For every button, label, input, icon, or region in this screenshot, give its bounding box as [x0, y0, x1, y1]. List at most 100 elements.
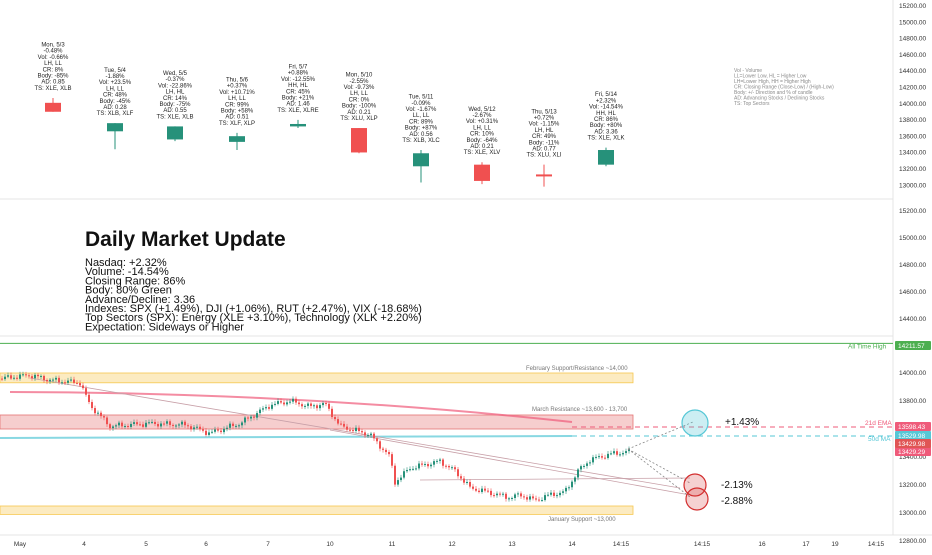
- daily-note-line: TS: XLU, XLI: [526, 153, 561, 159]
- time-tick-label: 5: [144, 541, 148, 548]
- daily-note-line: +0.88%: [288, 71, 309, 77]
- intraday-body: [550, 492, 552, 495]
- daily-note-line: -0.37%: [165, 77, 185, 83]
- intraday-body: [400, 477, 402, 481]
- price-tick-label: 14800.00: [899, 36, 926, 43]
- daily-note-line: Thu, 5/13: [531, 109, 557, 115]
- intraday-body: [433, 461, 435, 465]
- daily-note-line: Body: +21%: [282, 96, 315, 102]
- intraday-body: [487, 490, 489, 492]
- intraday-body: [142, 424, 144, 427]
- price-tag: [895, 447, 931, 456]
- price-tick-label: 13200.00: [899, 482, 926, 489]
- intraday-body: [334, 417, 336, 420]
- legend-line: Body: +/- Direction and % of candle: [734, 90, 813, 96]
- intraday-body: [343, 423, 345, 427]
- ema-21-line: [9, 391, 573, 423]
- daily-note-line: LH, HL: [535, 128, 554, 134]
- intraday-body: [37, 374, 39, 377]
- intraday-body: [271, 404, 273, 409]
- time-tick-label: 12: [448, 541, 456, 548]
- daily-note-line: Vol: -1.67%: [406, 107, 437, 113]
- ema-21-label: 21d EMA: [865, 420, 892, 427]
- daily-note-line: TS: XLF, XLP: [219, 121, 255, 127]
- intraday-candles: [1, 371, 630, 502]
- daily-note-line: TS: XLE, XLRE: [277, 108, 318, 114]
- daily-note-line: TS: XLE, XLK: [587, 136, 624, 142]
- intraday-body: [412, 468, 414, 470]
- daily-note-line: Fri, 5/14: [595, 92, 618, 98]
- intraday-body: [253, 416, 255, 418]
- intraday-body: [238, 425, 240, 427]
- intraday-body: [502, 493, 504, 495]
- intraday-body: [319, 405, 321, 409]
- intraday-body: [178, 424, 180, 426]
- intraday-body: [391, 454, 393, 466]
- daily-note-line: TS: XLB, XLC: [402, 138, 440, 144]
- intraday-body: [457, 469, 459, 477]
- intraday-body: [532, 496, 534, 499]
- price-tag-text: 13529.98: [898, 433, 925, 440]
- daily-note-line: Body: +58%: [221, 109, 254, 115]
- intraday-body: [394, 465, 396, 485]
- scenario-down-2-marker: [685, 487, 709, 511]
- daily-note-line: AD: 0.56: [409, 132, 433, 138]
- daily-note-line: -2.67%: [472, 113, 492, 119]
- intraday-body: [322, 403, 324, 406]
- intraday-body: [397, 480, 399, 485]
- daily-candle-body: [536, 174, 552, 177]
- daily-note-line: CR: 49%: [532, 134, 557, 140]
- intraday-body: [409, 469, 411, 471]
- intraday-body: [526, 497, 528, 500]
- daily-candle-body: [598, 150, 614, 165]
- daily-note-line: Body: -64%: [466, 138, 498, 144]
- intraday-body: [223, 428, 225, 433]
- intraday-body: [520, 493, 522, 497]
- price-tag-text: 13429.29: [898, 449, 925, 456]
- intraday-body: [358, 427, 360, 432]
- intraday-body: [514, 494, 516, 498]
- daily-note-line: AD: 0.21: [470, 144, 494, 150]
- intraday-body: [535, 498, 537, 500]
- daily-note-line: Body: +87%: [405, 126, 438, 132]
- intraday-body: [277, 401, 279, 404]
- time-tick-label: 7: [266, 541, 270, 548]
- intraday-body: [265, 407, 267, 409]
- daily-candle-body: [290, 123, 306, 127]
- intraday-body: [187, 425, 189, 427]
- time-tick-label: 19: [831, 541, 839, 548]
- intraday-body: [625, 451, 627, 454]
- zone-band: [0, 414, 634, 430]
- intraday-body: [259, 409, 261, 414]
- intraday-body: [613, 451, 615, 454]
- intraday-body: [220, 430, 222, 433]
- intraday-body: [136, 422, 138, 425]
- price-tick-label: 13600.00: [899, 133, 926, 140]
- daily-note-line: LL, LL: [413, 113, 430, 119]
- daily-note-line: Body: -45%: [99, 99, 131, 105]
- intraday-body: [310, 403, 312, 406]
- intraday-body: [511, 497, 513, 499]
- intraday-body: [94, 408, 96, 414]
- intraday-body: [568, 487, 570, 489]
- intraday-body: [151, 421, 153, 423]
- daily-note-line: -0.09%: [411, 101, 431, 107]
- legend-line: AD: Advancing Stocks / Declining Stocks: [734, 96, 825, 102]
- time-tick-label: May: [14, 541, 27, 548]
- intraday-body: [109, 424, 111, 429]
- price-tick-label: 14800.00: [899, 262, 926, 269]
- daily-note-line: Vol: -0.66%: [38, 55, 69, 61]
- price-tick-label: 14000.00: [899, 101, 926, 108]
- intraday-body: [292, 398, 294, 402]
- intraday-body: [523, 496, 525, 498]
- daily-candles: [45, 97, 614, 187]
- intraday-body: [349, 429, 351, 431]
- top-price-axis: 15200.00 15000.00 14800.00 14600.00 14400.00…: [899, 3, 926, 189]
- price-tick-label: 14600.00: [899, 289, 926, 296]
- intraday-body: [88, 394, 90, 403]
- intraday-body: [274, 403, 276, 405]
- intraday-body: [97, 412, 99, 414]
- daily-note-line: AD: 0.21: [347, 110, 371, 116]
